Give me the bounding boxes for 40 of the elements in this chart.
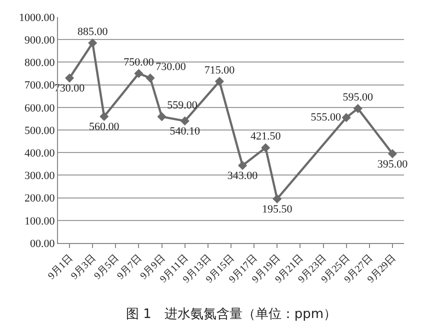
y-tick-label: 00.00 bbox=[30, 238, 56, 250]
y-tick-label: 400.00 bbox=[24, 147, 56, 160]
text: 559.00 bbox=[167, 100, 198, 112]
text: 395.00 bbox=[377, 158, 408, 170]
text: 555.00 bbox=[310, 111, 341, 124]
y-tick-label: 600.00 bbox=[24, 102, 56, 114]
y-tick-label: 800.00 bbox=[24, 57, 56, 70]
text: 343.00 bbox=[227, 170, 258, 182]
point bbox=[64, 73, 74, 83]
text: 560.00 bbox=[89, 121, 120, 134]
point bbox=[353, 104, 362, 114]
point bbox=[272, 194, 282, 204]
text: 730.00 bbox=[54, 82, 85, 95]
text: 750.00 bbox=[124, 56, 154, 68]
text: 595.00 bbox=[342, 91, 373, 104]
text: 195.50 bbox=[262, 203, 292, 216]
text: 885.00 bbox=[77, 26, 108, 38]
y-tick-label: 300.00 bbox=[24, 170, 56, 182]
point bbox=[180, 116, 190, 126]
text: 图 1 进水氨氮含量（单位：ppm） bbox=[126, 307, 337, 322]
point bbox=[261, 143, 270, 152]
point bbox=[157, 112, 166, 122]
y-tick-label: 500.00 bbox=[24, 124, 56, 137]
y-tick-label: 100.00 bbox=[24, 215, 56, 228]
point bbox=[388, 149, 398, 158]
text: 421.50 bbox=[250, 130, 281, 143]
text: 540.10 bbox=[170, 126, 200, 138]
y-tick-label: 200.00 bbox=[24, 192, 56, 205]
text: 715.00 bbox=[204, 64, 235, 76]
point bbox=[88, 38, 98, 48]
y-tick-label: 1000.00 bbox=[19, 12, 56, 24]
point bbox=[214, 76, 224, 86]
point bbox=[238, 160, 248, 170]
point bbox=[342, 113, 351, 122]
point bbox=[134, 68, 144, 78]
text: 730.00 bbox=[156, 60, 186, 73]
y-tick-label: 700.00 bbox=[24, 80, 56, 92]
point bbox=[100, 112, 109, 121]
point bbox=[146, 73, 155, 83]
y-tick-label: 900.00 bbox=[24, 34, 56, 46]
